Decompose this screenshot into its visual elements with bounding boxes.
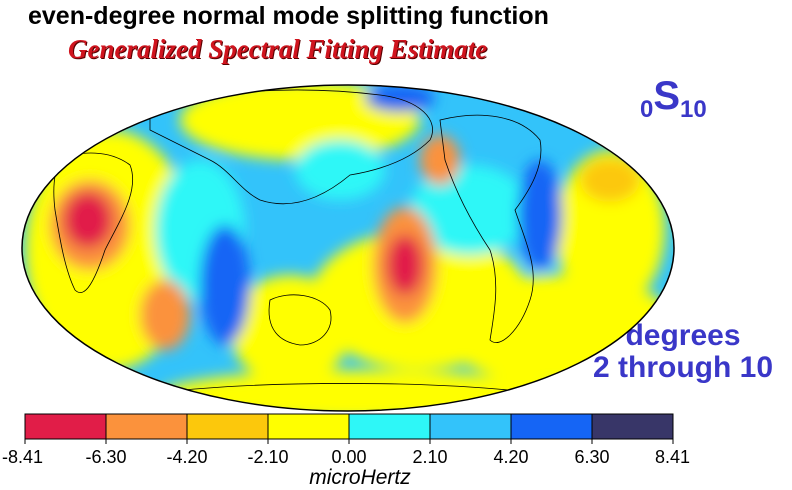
colorbar-swatch [105, 413, 188, 440]
colorbar [24, 413, 674, 440]
anomaly-arctic-blue [365, 85, 435, 112]
colorbar-tick-label: -6.30 [85, 447, 126, 467]
map-outline [21, 84, 675, 412]
map-field [22, 85, 674, 411]
colorbar-swatch [348, 413, 431, 440]
colorbar-unit-label: microHertz [309, 466, 411, 489]
anomaly-north-atlantic-orange [580, 158, 640, 202]
mode-label: 0S10 [640, 74, 750, 124]
colorbar-tick-label: 2.10 [412, 447, 447, 467]
splitting-function-map [21, 84, 675, 412]
anomaly-australia-neutral [230, 275, 350, 385]
coastlines [53, 89, 581, 401]
colorbar-swatch [267, 413, 350, 440]
anomaly-africa-red [64, 192, 112, 248]
colorbar-tick-label: 8.41 [655, 447, 690, 467]
colorbar-tick-label: -8.41 [2, 447, 43, 467]
degree-range-line2: 2 through 10 [592, 351, 773, 384]
coastline-australia [268, 294, 332, 346]
colorbar-ticks: -8.41 -6.30 -4.20 -2.10 0.00 2.10 4.20 6.30 8.41 [2, 439, 690, 467]
anomaly-sumatra-blue [200, 225, 250, 345]
coastline-eurasia [149, 89, 433, 205]
colorbar-tick-label: -2.10 [247, 447, 288, 467]
figure-subtitle: Generalized Spectral Fitting Estimate [68, 34, 488, 64]
anomaly-blobs [25, 85, 674, 411]
colorbar-swatch [24, 413, 107, 440]
colorbar-tick-label: -4.20 [166, 447, 207, 467]
anomaly-asia-neutral [180, 85, 420, 160]
anomaly-npacific-cyan [410, 165, 530, 255]
mode-base: S [653, 74, 681, 118]
anomaly-americas-blue [518, 160, 562, 270]
degree-range-line1: degrees [625, 319, 741, 352]
degree-range-label: degrees 2 through 10 [578, 320, 788, 384]
anomaly-pacific-red [387, 235, 423, 295]
coastline-americas [439, 114, 542, 343]
colorbar-swatch [186, 413, 269, 440]
figure-title: even-degree normal mode splitting functi… [28, 2, 549, 30]
anomaly-china-cyan [295, 140, 385, 200]
colorbar-tick-label: 0.00 [331, 447, 366, 467]
mode-pre-subscript: 0 [640, 96, 654, 123]
coastline-africa [53, 152, 134, 293]
anomaly-atlantic-neutral [555, 150, 665, 310]
colorbar-tick-label: 4.20 [493, 447, 528, 467]
colorbar-swatch [591, 413, 674, 440]
colorbar-swatch [429, 413, 512, 440]
colorbar-tick-label: 6.30 [574, 447, 609, 467]
anomaly-antarctic-neutral [160, 370, 560, 411]
mode-subscript: 10 [680, 96, 707, 123]
anomaly-indian-ocean-orange [140, 280, 190, 350]
anomaly-alaska-orange [420, 135, 460, 185]
colorbar-swatch [510, 413, 593, 440]
